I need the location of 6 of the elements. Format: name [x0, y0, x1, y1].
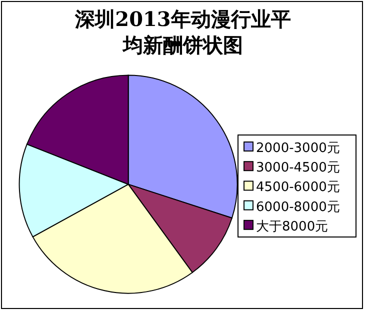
legend-label: 4500-6000元 — [256, 180, 340, 196]
legend-label: 2000-3000元 — [256, 141, 340, 156]
legend-label: 3000-4500元 — [256, 160, 340, 176]
legend-label: 6000-8000元 — [256, 200, 340, 215]
chart-title: 深圳2013年动漫行业平均新酬饼状图 — [74, 6, 292, 58]
legend-label: 大于8000元 — [256, 219, 328, 234]
